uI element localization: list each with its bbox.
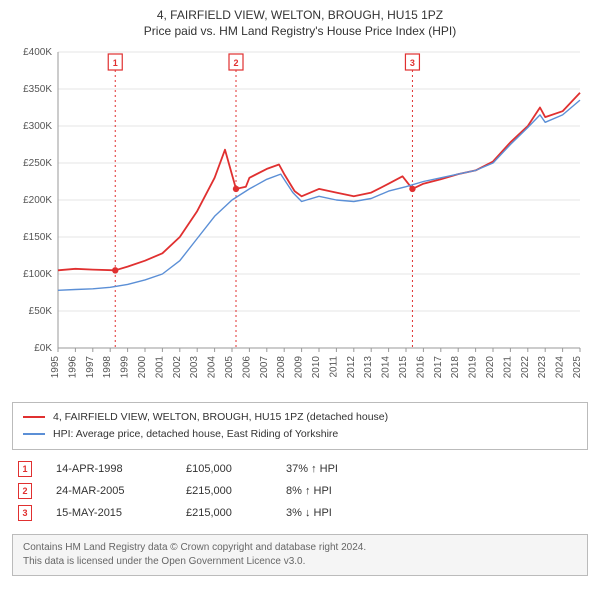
svg-text:2022: 2022 (520, 356, 531, 379)
legend-item: 4, FAIRFIELD VIEW, WELTON, BROUGH, HU15 … (23, 409, 577, 426)
svg-text:2020: 2020 (485, 356, 496, 379)
svg-text:£300K: £300K (23, 121, 52, 132)
svg-text:2016: 2016 (415, 356, 426, 379)
sale-row: 3 15-MAY-2015 £215,000 3% ↓ HPI (12, 502, 588, 524)
sale-price: £105,000 (186, 463, 276, 475)
svg-text:£0K: £0K (34, 343, 52, 354)
attribution-footer: Contains HM Land Registry data © Crown c… (12, 534, 588, 576)
legend-label: 4, FAIRFIELD VIEW, WELTON, BROUGH, HU15 … (53, 409, 388, 426)
sale-pct-vs-hpi: 37% ↑ HPI (286, 463, 366, 475)
svg-text:1997: 1997 (85, 356, 96, 379)
svg-text:2015: 2015 (398, 356, 409, 379)
svg-text:1996: 1996 (67, 356, 78, 379)
sale-date: 14-APR-1998 (56, 463, 176, 475)
sale-marker: 1 (18, 461, 32, 477)
sale-price: £215,000 (186, 485, 276, 497)
legend-swatch (23, 433, 45, 435)
legend-item: HPI: Average price, detached house, East… (23, 426, 577, 443)
page-title: 4, FAIRFIELD VIEW, WELTON, BROUGH, HU15 … (12, 8, 588, 22)
svg-text:2004: 2004 (207, 356, 218, 379)
svg-text:£200K: £200K (23, 195, 52, 206)
chart-svg: £0K £50K £100K £150K £200K £250K £300K £350K £40… (12, 46, 588, 396)
footer-line1: Contains HM Land Registry data © Crown c… (23, 541, 577, 555)
sale-row: 2 24-MAR-2005 £215,000 8% ↑ HPI (12, 480, 588, 502)
svg-text:£250K: £250K (23, 158, 52, 169)
svg-text:1999: 1999 (120, 356, 131, 379)
sale-marker: 3 (18, 505, 32, 521)
price-chart: £0K £50K £100K £150K £200K £250K £300K £350K £40… (12, 46, 588, 396)
svg-text:2005: 2005 (224, 356, 235, 379)
svg-text:2014: 2014 (381, 356, 392, 379)
svg-text:2025: 2025 (572, 356, 583, 379)
svg-text:2018: 2018 (450, 356, 461, 379)
footer-line2: This data is licensed under the Open Gov… (23, 555, 577, 569)
svg-text:2003: 2003 (189, 356, 200, 379)
sale-row: 1 14-APR-1998 £105,000 37% ↑ HPI (12, 458, 588, 480)
svg-text:1: 1 (113, 58, 118, 68)
sale-date: 15-MAY-2015 (56, 507, 176, 519)
sale-price: £215,000 (186, 507, 276, 519)
svg-text:2017: 2017 (433, 356, 444, 379)
svg-text:2007: 2007 (259, 356, 270, 379)
svg-text:£400K: £400K (23, 47, 52, 58)
sale-pct-vs-hpi: 3% ↓ HPI (286, 507, 366, 519)
svg-text:£350K: £350K (23, 84, 52, 95)
sales-table: 1 14-APR-1998 £105,000 37% ↑ HPI 2 24-MAR-200… (12, 458, 588, 524)
svg-text:2024: 2024 (555, 356, 566, 379)
svg-text:2021: 2021 (502, 356, 513, 379)
svg-text:2008: 2008 (276, 356, 287, 379)
svg-text:3: 3 (410, 58, 415, 68)
svg-text:2023: 2023 (537, 356, 548, 379)
page-container: 4, FAIRFIELD VIEW, WELTON, BROUGH, HU15 … (0, 0, 600, 590)
sale-pct-vs-hpi: 8% ↑ HPI (286, 485, 366, 497)
page-subtitle: Price paid vs. HM Land Registry's House … (12, 24, 588, 38)
svg-text:£50K: £50K (29, 306, 53, 317)
svg-text:1995: 1995 (50, 356, 61, 379)
svg-text:£150K: £150K (23, 232, 52, 243)
svg-text:2019: 2019 (468, 356, 479, 379)
legend-swatch (23, 416, 45, 418)
svg-text:2: 2 (233, 58, 238, 68)
svg-text:2009: 2009 (294, 356, 305, 379)
svg-text:2011: 2011 (328, 356, 339, 378)
svg-text:2013: 2013 (363, 356, 374, 379)
svg-text:£100K: £100K (23, 269, 52, 280)
svg-text:2006: 2006 (241, 356, 252, 379)
sale-marker: 2 (18, 483, 32, 499)
svg-text:1998: 1998 (102, 356, 113, 379)
svg-text:2000: 2000 (137, 356, 148, 379)
sale-date: 24-MAR-2005 (56, 485, 176, 497)
legend-label: HPI: Average price, detached house, East… (53, 426, 338, 443)
legend: 4, FAIRFIELD VIEW, WELTON, BROUGH, HU15 … (12, 402, 588, 450)
svg-text:2002: 2002 (172, 356, 183, 379)
svg-text:2001: 2001 (154, 356, 165, 379)
svg-text:2012: 2012 (346, 356, 357, 379)
svg-text:2010: 2010 (311, 356, 322, 379)
